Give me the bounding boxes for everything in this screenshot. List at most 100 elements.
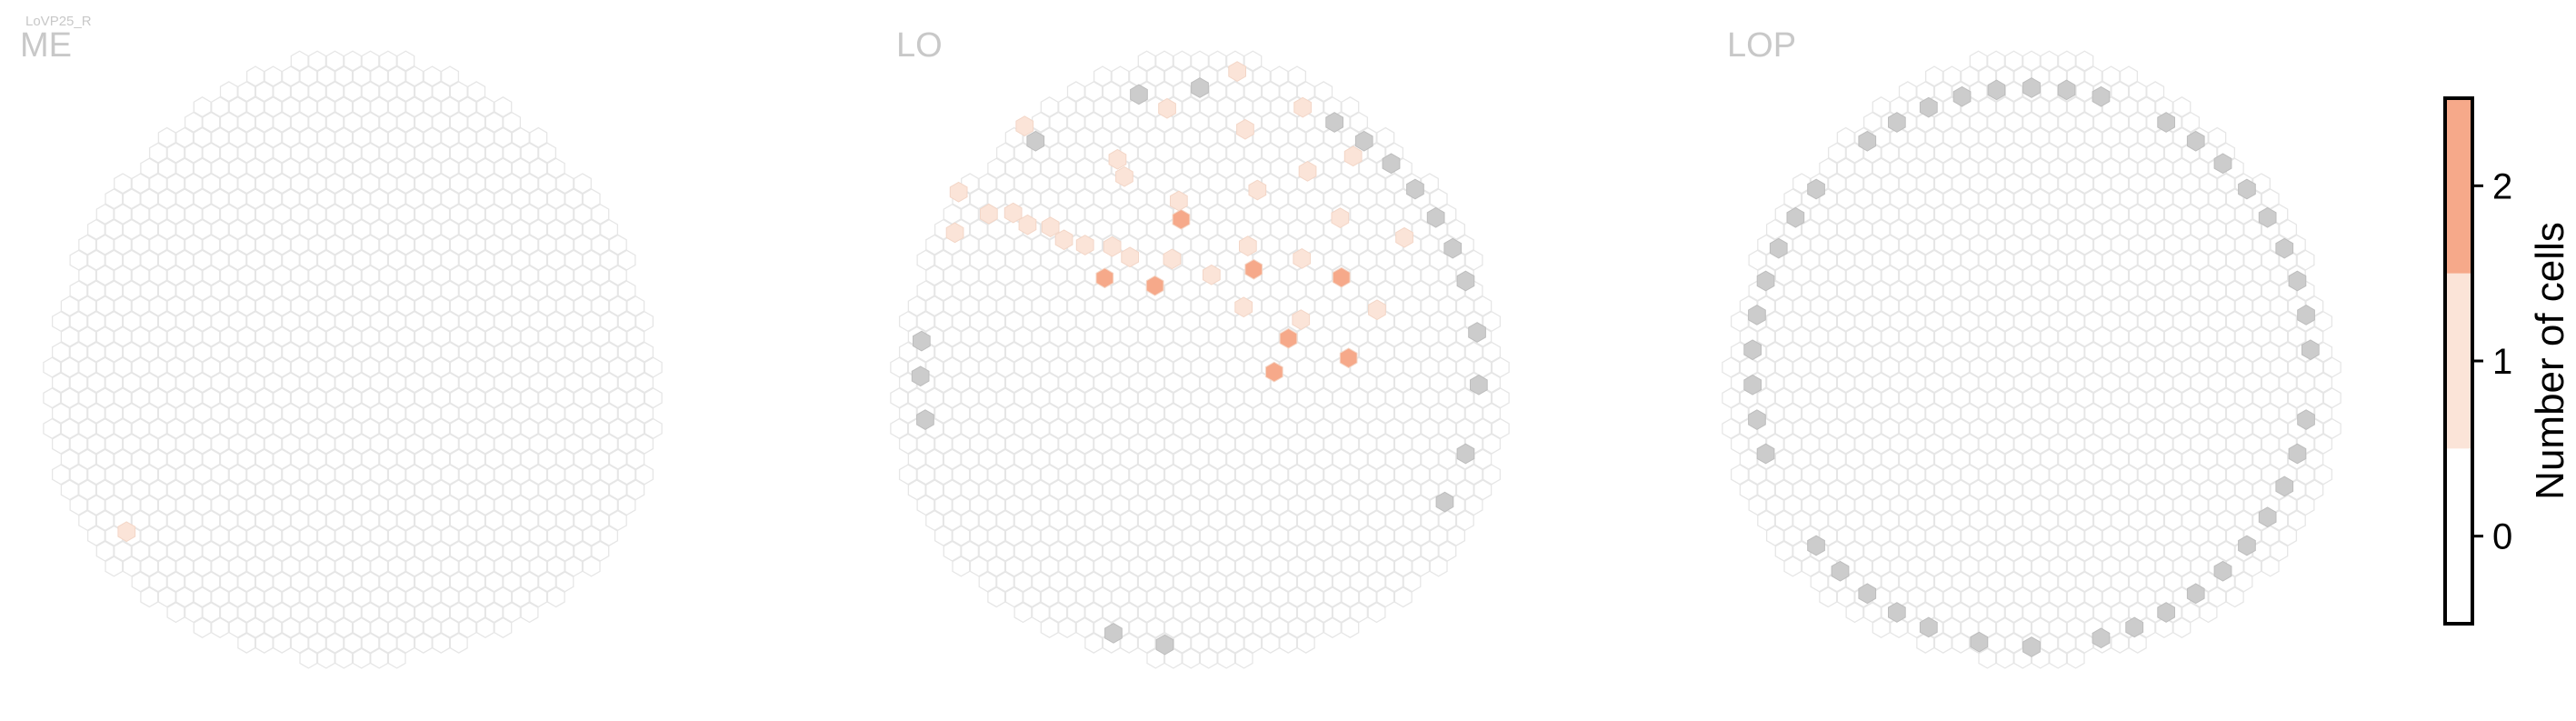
hex-cell (634, 433, 654, 455)
hex-cell (122, 464, 141, 486)
hex-cell (1827, 142, 1847, 164)
hex-cell (2128, 356, 2147, 378)
hex-cell (352, 495, 371, 516)
hex-cell (644, 387, 663, 409)
hex-cell (2102, 157, 2121, 179)
value-hex-cell (1244, 258, 1263, 280)
hex-cell (202, 111, 221, 133)
hex-cell (157, 157, 176, 179)
hex-cell (51, 310, 71, 333)
hex-cell (2004, 81, 2023, 103)
hex-cell (264, 249, 283, 271)
hex-cell (1757, 479, 1776, 501)
hex-cell (952, 433, 971, 455)
hex-cell (281, 556, 300, 577)
hex-cell (1464, 249, 1483, 271)
hex-cell (1765, 464, 1784, 486)
hex-cell (1872, 249, 1891, 271)
hex-cell (1350, 448, 1369, 470)
hex-cell (2154, 464, 2173, 486)
hex-cell (1384, 325, 1404, 347)
colorbar-tick-label: 1 (2492, 342, 2512, 382)
colorbar-segments (2445, 98, 2472, 624)
hex-cell (334, 126, 354, 148)
hex-cell (1040, 310, 1059, 333)
hex-cell (467, 479, 486, 501)
hex-cell (423, 341, 442, 363)
hex-cell (1296, 632, 1315, 654)
value-hex-cell (949, 181, 968, 203)
hex-cell (2208, 341, 2227, 363)
hex-cell (2252, 356, 2271, 378)
hex-cell (1420, 448, 1439, 470)
hex-cell (2022, 142, 2042, 164)
hex-cell (600, 495, 619, 516)
hex-cell (273, 387, 292, 409)
hex-cell (564, 464, 584, 486)
gray-hex-cell (1756, 443, 1775, 465)
hex-cell (1341, 495, 1360, 516)
hex-cell (405, 341, 424, 363)
hex-cell (299, 65, 318, 87)
hex-cell (1146, 249, 1165, 271)
hex-cell (2066, 433, 2085, 455)
hex-cell (1429, 310, 1448, 333)
hex-cell (1208, 111, 1227, 133)
hex-cell (1872, 525, 1891, 546)
hex-cell (1995, 433, 2014, 455)
hex-cell (2013, 586, 2032, 608)
hex-cell (2279, 525, 2298, 546)
hex-cell (503, 448, 522, 470)
hex-cell (2163, 540, 2182, 562)
hex-cell (316, 556, 335, 577)
value-hex-cell (1054, 229, 1073, 251)
hex-cell (1978, 402, 1997, 425)
hex-cell (1376, 464, 1395, 486)
hex-cell (2111, 173, 2130, 195)
hex-cell (1350, 111, 1369, 133)
hex-cell (1836, 433, 1855, 455)
hex-cell (1969, 203, 1988, 225)
hex-cell (105, 188, 124, 210)
hex-cell (2305, 448, 2324, 470)
hex-cell (175, 126, 195, 148)
hex-cell (308, 295, 327, 317)
hex-cell (1225, 265, 1244, 286)
hex-cell (907, 295, 926, 317)
hex-cell (1217, 586, 1236, 608)
hex-cell (1296, 540, 1315, 562)
hex-cell (2199, 265, 2218, 286)
hex-cell (255, 325, 274, 347)
hex-cell (1722, 417, 1741, 439)
hex-cell (1801, 218, 1820, 240)
hex-cell (219, 265, 238, 286)
hex-cell (1367, 509, 1386, 532)
hex-cell (2084, 525, 2103, 546)
hex-cell (1969, 234, 1988, 255)
hex-cell (987, 586, 1006, 608)
hex-cell (1137, 448, 1156, 470)
hex-cell (1420, 356, 1439, 378)
hex-cell (2252, 234, 2271, 255)
hex-cell (1305, 372, 1324, 394)
hex-cell (1332, 234, 1351, 255)
hex-cell (494, 126, 513, 148)
hex-cell (1358, 372, 1377, 394)
hex-cell (290, 81, 309, 103)
hex-cell (184, 602, 203, 624)
hex-cell (2111, 571, 2130, 593)
hex-cell (1261, 111, 1280, 133)
hex-cell (555, 234, 574, 255)
hex-cell (2128, 81, 2147, 103)
hex-cell (1279, 632, 1298, 654)
hex-cell (1881, 509, 1900, 532)
hex-cell (290, 602, 309, 624)
hex-cell (1438, 448, 1457, 470)
hex-cell (423, 586, 442, 608)
hex-cell (1004, 280, 1023, 302)
hex-cell (2004, 50, 2023, 72)
hex-cell (1403, 295, 1422, 317)
hex-cell (1420, 295, 1439, 317)
hex-cell (1836, 341, 1855, 363)
hex-cell (157, 218, 176, 240)
